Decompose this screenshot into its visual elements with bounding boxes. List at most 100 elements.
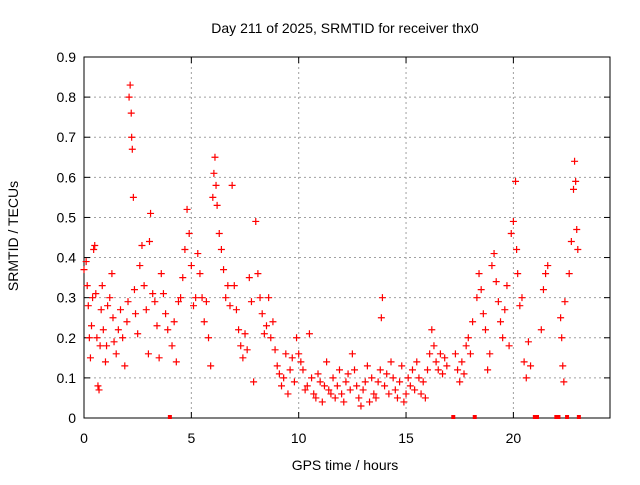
data-point [202, 298, 210, 306]
data-point [172, 358, 180, 366]
data-point [256, 294, 264, 302]
data-point [527, 362, 535, 370]
data-point [181, 246, 189, 254]
data-point [572, 177, 580, 185]
data-point [481, 326, 489, 334]
data-point [145, 238, 153, 246]
data-point [462, 342, 470, 350]
data-point [109, 314, 117, 322]
data-point [128, 145, 136, 153]
data-point [224, 282, 232, 290]
data-point [419, 378, 427, 386]
data-point [121, 362, 129, 370]
data-point [434, 366, 442, 374]
data-point [490, 250, 498, 258]
data-point [400, 398, 408, 406]
data-point [85, 334, 93, 342]
data-point [342, 378, 350, 386]
data-point [544, 262, 552, 270]
data-point [142, 306, 150, 314]
data-point [327, 390, 335, 398]
data-point [288, 354, 296, 362]
data-point [265, 294, 273, 302]
data-point [168, 342, 176, 350]
data-point [126, 81, 134, 89]
data-point [436, 350, 444, 358]
data-point [275, 370, 283, 378]
y-tick-label: 0.3 [57, 290, 77, 306]
data-point [520, 358, 528, 366]
data-point [129, 193, 137, 201]
data-point [484, 366, 492, 374]
data-point [357, 402, 365, 410]
data-point [212, 181, 220, 189]
data-point [151, 298, 159, 306]
data-point [192, 294, 200, 302]
data-point [331, 394, 339, 402]
data-point [282, 350, 290, 358]
data-point [128, 133, 136, 141]
data-point [351, 366, 359, 374]
data-point [318, 398, 326, 406]
y-tick-label: 0.6 [57, 169, 77, 185]
data-point [286, 366, 294, 374]
data-point [91, 242, 99, 250]
data-point [573, 225, 581, 233]
data-point [308, 374, 316, 382]
data-point [136, 262, 144, 270]
data-point [570, 185, 578, 193]
y-tick-label: 0.8 [57, 89, 77, 105]
data-point [250, 378, 258, 386]
data-point-zero [532, 415, 537, 419]
data-point-zero [451, 415, 456, 419]
data-point [215, 229, 223, 237]
chart-title: Day 211 of 2025, SRMTID for receiver thx… [211, 20, 479, 36]
data-point [162, 310, 170, 318]
data-point [189, 302, 197, 310]
data-point [130, 286, 138, 294]
data-point [560, 378, 568, 386]
data-point [441, 354, 449, 362]
data-point [144, 350, 152, 358]
data-point [127, 109, 135, 117]
data-point [424, 366, 432, 374]
y-tick-label: 0.9 [57, 49, 77, 65]
data-point [443, 362, 451, 370]
data-point [432, 358, 440, 366]
data-point [460, 370, 468, 378]
data-point [310, 390, 318, 398]
data-point [228, 181, 236, 189]
data-point [305, 330, 313, 338]
data-point [348, 350, 356, 358]
data-point [254, 270, 262, 278]
data-point [514, 270, 522, 278]
y-tick-label: 0.2 [57, 330, 77, 346]
data-point-zero [472, 415, 477, 419]
data-point [301, 386, 309, 394]
data-point [205, 334, 213, 342]
data-point [187, 262, 195, 270]
data-point [103, 342, 111, 350]
data-point [421, 394, 429, 402]
data-point [124, 298, 132, 306]
data-point [451, 350, 459, 358]
data-point-zero [565, 415, 570, 419]
data-point [116, 306, 124, 314]
data-point [312, 394, 320, 402]
data-point [119, 334, 127, 342]
data-point [387, 358, 395, 366]
data-point [314, 370, 322, 378]
data-point [571, 157, 579, 165]
data-point [494, 298, 502, 306]
data-point [368, 374, 376, 382]
data-point [83, 282, 91, 290]
data-point [383, 370, 391, 378]
data-point [509, 217, 517, 225]
data-point [101, 358, 109, 366]
x-tick-label: 20 [506, 430, 522, 446]
data-point [415, 374, 423, 382]
data-point [241, 330, 249, 338]
data-point [323, 358, 331, 366]
data-point [280, 374, 288, 382]
data-point [106, 294, 114, 302]
